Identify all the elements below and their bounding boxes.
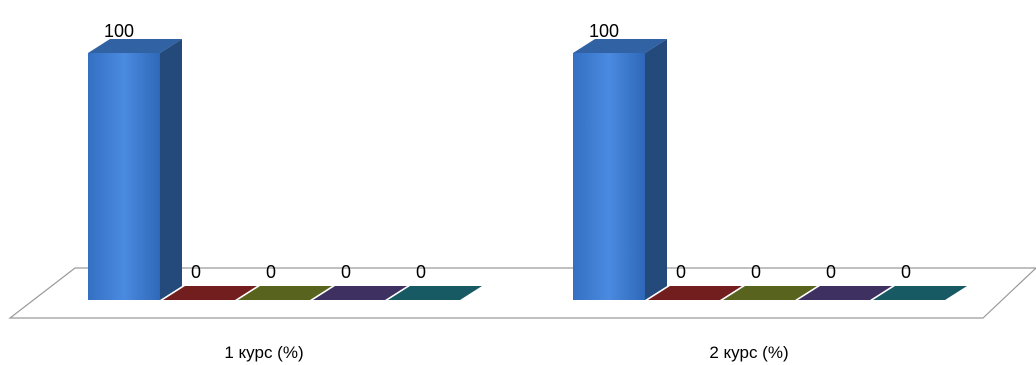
bar-top xyxy=(313,286,407,300)
bar-top xyxy=(88,39,182,53)
bar xyxy=(88,53,160,300)
bar-side xyxy=(645,39,667,300)
bar-side xyxy=(160,39,182,300)
category-label: 2 курс (%) xyxy=(709,343,788,362)
data-label: 0 xyxy=(826,262,836,282)
bar xyxy=(573,53,645,300)
data-label: 0 xyxy=(416,262,426,282)
bar-top xyxy=(798,286,892,300)
bar-top xyxy=(723,286,817,300)
bar-top xyxy=(573,39,667,53)
data-label: 0 xyxy=(751,262,761,282)
bar-top xyxy=(873,286,967,300)
data-label: 0 xyxy=(266,262,276,282)
data-label: 0 xyxy=(676,262,686,282)
data-label: 100 xyxy=(589,21,619,41)
data-label: 100 xyxy=(104,21,134,41)
bar-top xyxy=(163,286,257,300)
chart-marks: 100 0 0 0 0 1 курс (%) 100 0 0 0 0 2 курс (%) xyxy=(88,21,967,362)
data-label: 0 xyxy=(191,262,201,282)
bar-top xyxy=(388,286,482,300)
category-label: 1 курс (%) xyxy=(224,343,303,362)
bar-top xyxy=(648,286,742,300)
bar-top xyxy=(238,286,332,300)
data-label: 0 xyxy=(901,262,911,282)
chart-floor xyxy=(8,267,1036,319)
data-label: 0 xyxy=(341,262,351,282)
